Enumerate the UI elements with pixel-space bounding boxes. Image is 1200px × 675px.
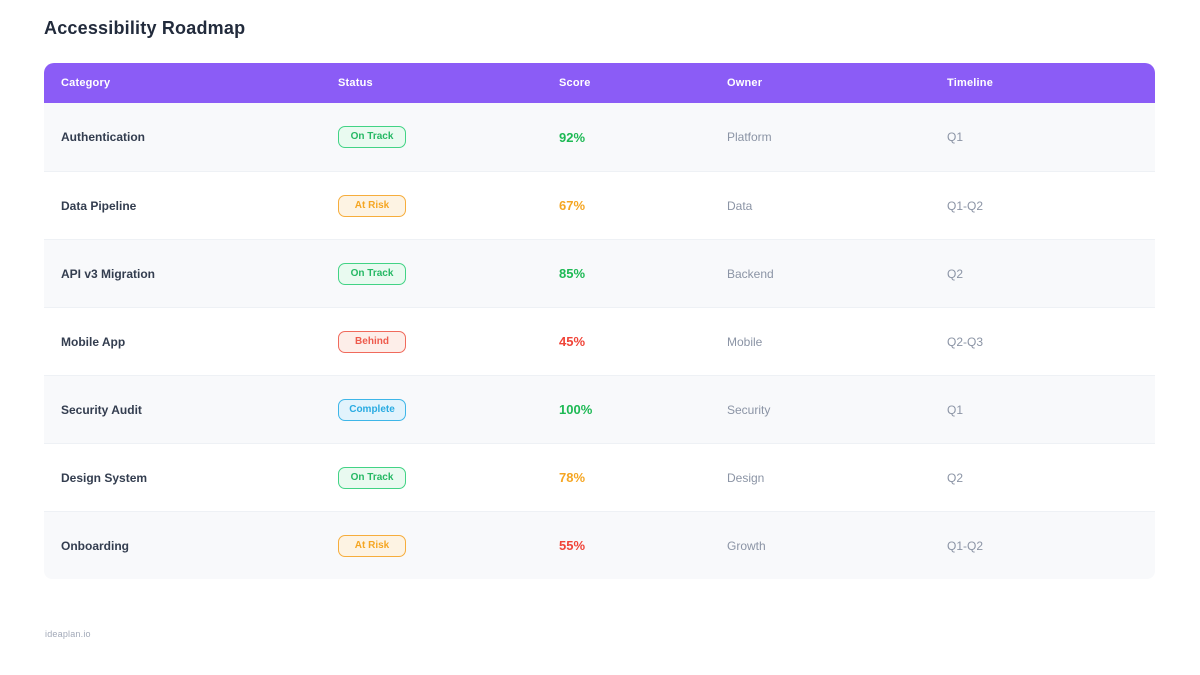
owner-cell: Platform	[727, 130, 772, 144]
status-cell: At Risk	[321, 511, 542, 579]
watermark-label: ideaplan.io	[45, 629, 91, 639]
timeline-cell: Q1-Q2	[930, 511, 1155, 579]
column-header-owner: Owner	[727, 77, 763, 89]
owner-cell: Security	[710, 375, 930, 443]
owner-cell: Design	[710, 443, 930, 511]
table-row: Data Pipeline At Risk 67% Data Q1-Q2	[44, 171, 1155, 239]
column-header-score: Score	[559, 77, 591, 89]
owner-cell: Data	[710, 171, 930, 239]
roadmap-table: Category Status Score Owner Timeline Aut…	[44, 63, 1155, 579]
table-header: Category Status Score Owner Timeline	[44, 63, 1155, 103]
status-cell: On Track	[321, 103, 542, 171]
status-badge: Complete	[338, 398, 406, 421]
timeline-cell: Q2	[930, 443, 1155, 511]
timeline-cell: Q2-Q3	[930, 307, 1155, 375]
column-header-timeline: Timeline	[947, 77, 994, 89]
score-cell: 45%	[542, 307, 710, 375]
owner-cell: Mobile	[710, 307, 930, 375]
status-badge: On Track	[338, 262, 406, 285]
score-cell: 55%	[542, 511, 710, 579]
category-cell: API v3 Migration	[44, 239, 321, 307]
status-cell: On Track	[321, 443, 542, 511]
status-cell: Complete	[321, 375, 542, 443]
category-cell: Authentication	[61, 130, 145, 144]
table-row: Onboarding At Risk 55% Growth Q1-Q2	[44, 511, 1155, 579]
timeline-cell: Q1-Q2	[930, 171, 1155, 239]
status-badge: On Track	[338, 466, 406, 489]
owner-cell: Backend	[710, 239, 930, 307]
table-row: Mobile App Behind 45% Mobile Q2-Q3	[44, 307, 1155, 375]
column-header-category: Category	[61, 77, 111, 89]
category-cell: Design System	[44, 443, 321, 511]
page-title: Accessibility Roadmap	[44, 18, 246, 38]
category-cell: Data Pipeline	[44, 171, 321, 239]
timeline-cell: Q1	[947, 130, 964, 144]
score-cell: 100%	[542, 375, 710, 443]
status-cell: On Track	[321, 239, 542, 307]
table-row: Authentication On Track 92% Platform Q1	[44, 103, 1155, 171]
owner-cell: Growth	[710, 511, 930, 579]
timeline-cell: Q1	[930, 375, 1155, 443]
category-cell: Onboarding	[44, 511, 321, 579]
table-header-row: Category Status Score Owner Timeline	[44, 63, 1155, 103]
status-cell: Behind	[321, 307, 542, 375]
status-badge: At Risk	[338, 534, 406, 557]
table-row: API v3 Migration On Track 85% Backend Q2	[44, 239, 1155, 307]
score-cell: 92%	[559, 129, 586, 145]
score-cell: 67%	[542, 171, 710, 239]
score-cell: 78%	[542, 443, 710, 511]
table-body: Authentication On Track 92% Platform Q1 Data …	[44, 103, 1155, 579]
column-header-status: Status	[338, 77, 373, 89]
timeline-cell: Q2	[930, 239, 1155, 307]
table-row: Design System On Track 78% Design Q2	[44, 443, 1155, 511]
category-cell: Security Audit	[44, 375, 321, 443]
status-cell: At Risk	[321, 171, 542, 239]
score-cell: 85%	[542, 239, 710, 307]
table-row: Security Audit Complete 100% Security Q1	[44, 375, 1155, 443]
status-badge: On Track	[338, 126, 406, 148]
category-cell: Mobile App	[44, 307, 321, 375]
status-badge: At Risk	[338, 194, 406, 217]
status-badge: Behind	[338, 330, 406, 353]
